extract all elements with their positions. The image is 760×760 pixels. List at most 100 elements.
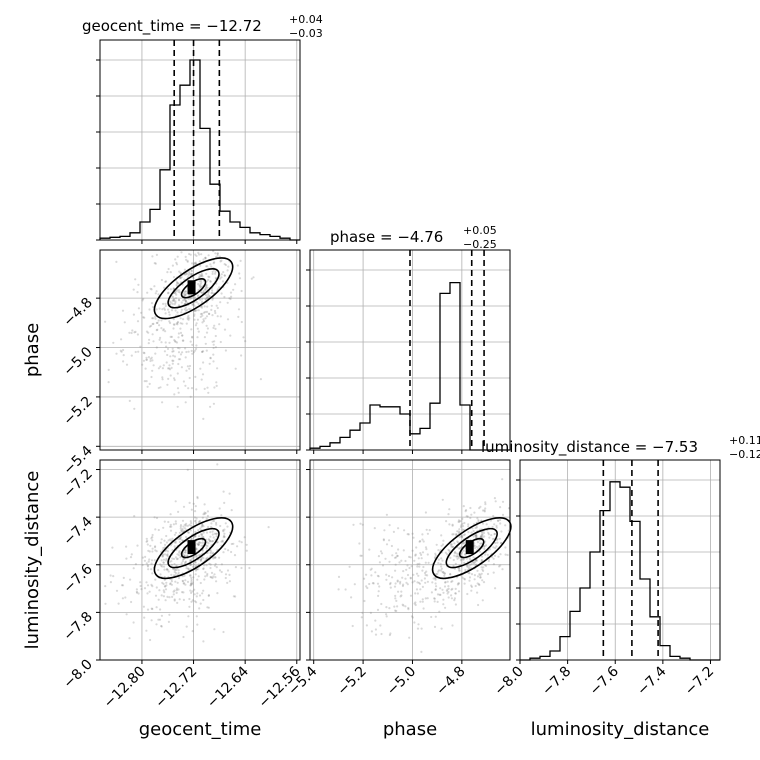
scatter-point [200,544,203,547]
scatter-point [133,515,136,518]
scatter-point [380,632,383,636]
scatter-point [395,599,398,603]
scatter-point [453,597,456,600]
scatter-point [197,543,200,546]
scatter-point [456,540,459,543]
scatter-point [484,553,487,556]
scatter-point [155,550,158,553]
scatter-point [461,535,464,539]
scatter-point [199,527,202,530]
scatter-point [187,567,190,570]
scatter-point [454,592,457,595]
scatter-point [198,520,202,523]
scatter-point [196,497,199,500]
scatter-point [480,555,484,558]
scatter-point [450,544,453,547]
scatter-point [199,264,202,267]
scatter-point [148,308,151,311]
scatter-point [418,565,421,568]
scatter-point [423,577,426,580]
scatter-point [104,320,107,323]
scatter-point [199,298,202,301]
scatter-point [160,278,163,282]
scatter-point [353,583,356,586]
scatter-point [469,506,472,510]
scatter-point [166,550,170,553]
scatter-point [481,509,485,512]
scatter-point [179,536,182,539]
scatter-point [479,542,482,545]
scatter-point [203,511,206,514]
scatter-point [153,516,156,519]
scatter-point [172,327,175,330]
scatter-point [227,549,230,552]
scatter-point [457,582,460,585]
scatter-point [216,254,219,257]
scatter-point [197,330,200,333]
scatter-point [415,588,419,591]
density-peak [465,540,474,555]
scatter-point [436,572,439,576]
scatter-point [385,543,389,546]
scatter-point [157,386,160,390]
scatter-point [162,561,165,564]
scatter-point [452,564,455,568]
scatter-point [467,523,470,526]
scatter-point [230,542,233,546]
scatter-point [157,367,160,370]
scatter-point [181,591,184,594]
scatter-point [203,387,206,390]
scatter-point [206,265,209,268]
scatter-point [486,572,490,576]
xtick-label-luminosity_distance-4: −7.2 [682,664,717,699]
scatter-point [448,523,451,526]
scatter-point [178,270,181,273]
scatter-point [215,566,218,569]
scatter-point [166,237,168,239]
scatter-point [214,327,217,330]
scatter-point [177,351,181,354]
scatter-point [210,571,214,575]
scatter-point [202,598,205,602]
scatter-point [174,541,177,544]
xtick-label-geocent_time-0: −12.80 [101,664,149,712]
scatter-point [174,556,178,559]
scatter-point [383,529,386,532]
scatter-point [385,578,388,581]
scatter-point [184,583,187,586]
scatter-point [486,553,489,557]
scatter-point [177,362,180,366]
scatter-point [182,299,185,302]
scatter-point [506,553,509,557]
scatter-point [420,557,423,560]
scatter-point [196,592,199,595]
contour-level-1 [167,527,220,569]
scatter-point [198,520,201,523]
scatter-point [200,291,203,294]
scatter-point [474,584,477,588]
contour-level-1 [445,527,498,569]
scatter-point [222,536,225,539]
scatter-point [215,381,218,384]
scatter-point [369,611,372,615]
scatter-point [432,577,435,580]
scatter-point [221,539,224,542]
scatter-point [202,258,205,261]
scatter-point [359,522,362,525]
scatter-point [136,544,139,547]
scatter-point [195,554,198,557]
scatter-point [360,554,363,557]
scatter-point [184,384,187,387]
scatter-point [183,293,186,296]
scatter-point [173,533,176,536]
scatter-point [147,560,150,563]
scatter-point [188,523,191,527]
scatter-point [370,574,373,577]
axes-frame [99,459,301,661]
scatter-point [145,330,149,333]
scatter-point [437,561,440,565]
scatter-point [215,532,219,535]
scatter-point [132,621,135,624]
scatter-point [179,527,182,530]
scatter-point [183,582,186,585]
